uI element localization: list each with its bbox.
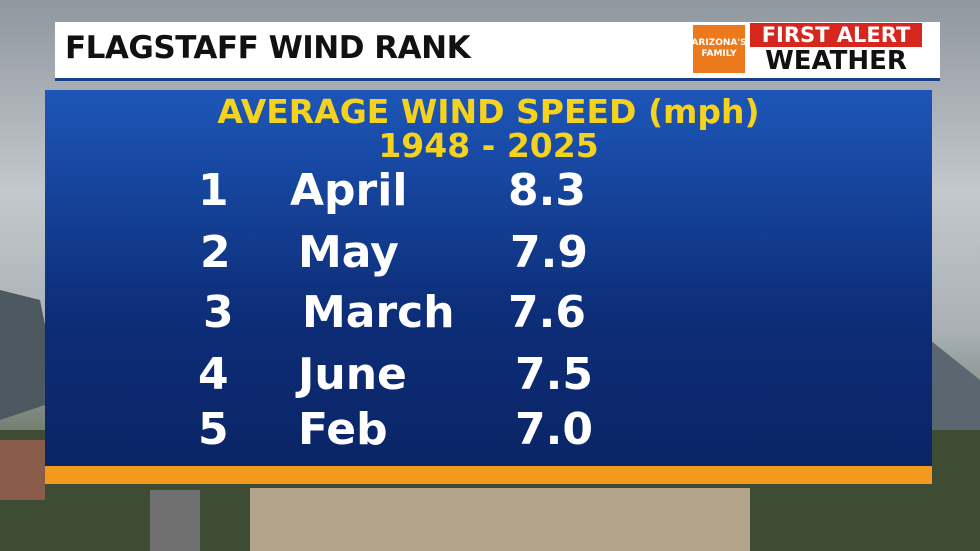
panel: AVERAGE WIND SPEED (mph) 1948 - 2025 (45, 90, 932, 468)
wind-speed: 7.6 (508, 287, 586, 338)
header-bar: FLAGSTAFF WIND RANK ARIZONA'S FAMILY FIR… (55, 22, 940, 81)
month: March (302, 287, 455, 338)
panel-title: AVERAGE WIND SPEED (mph) (217, 92, 760, 131)
rank: 1 (198, 165, 229, 216)
month: April (290, 165, 408, 216)
month: May (298, 227, 399, 278)
rank: 4 (198, 349, 229, 400)
wind-speed: 7.0 (515, 404, 593, 455)
rank: 2 (200, 227, 231, 278)
title: FLAGSTAFF WIND RANK (65, 30, 471, 66)
brand-line: FIRST ALERT (750, 23, 922, 47)
brand-line: WEATHER (765, 46, 907, 76)
rank: 3 (203, 287, 234, 338)
network-logo: ARIZONA'S FAMILY (691, 25, 747, 73)
wind-speed: 7.5 (515, 349, 593, 400)
month: Feb (298, 404, 388, 455)
month: June (298, 349, 407, 400)
rank: 5 (198, 404, 229, 455)
panel-subtitle: 1948 - 2025 (378, 126, 599, 165)
wind-speed: 7.9 (510, 227, 588, 278)
wind-speed: 8.3 (508, 165, 586, 216)
accent-bar (45, 466, 932, 484)
